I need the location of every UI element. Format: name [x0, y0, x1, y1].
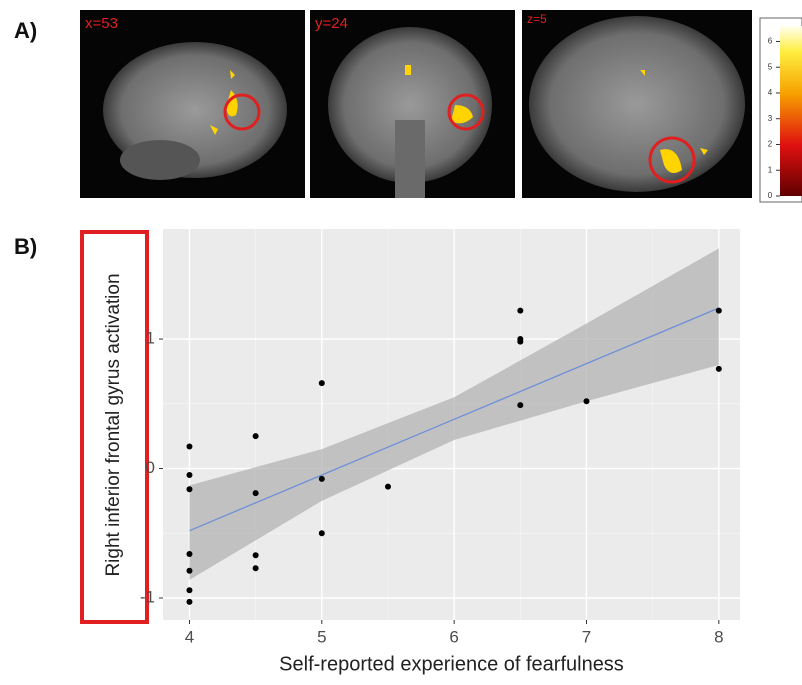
x-tick-label: 8: [714, 627, 723, 646]
image-label: z=5: [527, 12, 547, 26]
point: [318, 530, 325, 537]
point: [583, 398, 590, 405]
image-label: y=24: [315, 15, 348, 32]
point: [715, 365, 722, 372]
fit-line: [189, 307, 720, 532]
highlight: [648, 136, 696, 184]
x-tick-label: 4: [185, 627, 194, 646]
colorbar: [780, 26, 802, 196]
colorbar-tick-label: 2: [768, 140, 773, 149]
point: [186, 550, 193, 557]
activation: [210, 70, 238, 135]
point: [517, 338, 524, 345]
point: [517, 402, 524, 409]
point: [186, 598, 193, 605]
y-axis-label: Right inferior frontal gyrus activation: [103, 273, 124, 576]
point: [252, 433, 259, 440]
point: [318, 380, 325, 387]
y-tick-label: 0: [146, 458, 155, 477]
point: [186, 443, 193, 450]
point: [715, 307, 722, 314]
point: [186, 587, 193, 594]
x-tick-label: 7: [582, 627, 591, 646]
y-tick-label: -1: [140, 587, 155, 606]
x-tick-label: 6: [449, 627, 458, 646]
point: [517, 307, 524, 314]
brain: [529, 16, 745, 192]
point: [252, 490, 259, 497]
point: [186, 567, 193, 574]
y-tick-label: 1: [146, 329, 155, 348]
panel-label: A): [14, 18, 37, 43]
x-axis-label: Self-reported experience of fearfulness: [279, 653, 624, 675]
brainstem: [395, 120, 425, 198]
point: [186, 486, 193, 493]
point: [318, 475, 325, 482]
brain: [328, 27, 492, 183]
point: [384, 483, 391, 490]
panel-label: B): [14, 234, 37, 259]
point: [186, 471, 193, 478]
activation: [405, 65, 473, 124]
colorbar-tick-label: 1: [768, 165, 773, 174]
x-tick-label: 5: [317, 627, 326, 646]
colorbar-tick-label: 0: [768, 191, 773, 200]
cerebellum: [120, 140, 200, 180]
activation: [640, 70, 708, 174]
highlight: [447, 93, 485, 131]
colorbar-tick-label: 4: [768, 88, 773, 97]
point: [252, 565, 259, 572]
colorbar-tick-label: 5: [768, 62, 773, 71]
colorbar-tick-label: 3: [768, 114, 773, 123]
confidence-band: [189, 248, 719, 580]
point: [252, 552, 259, 559]
image-label: x=53: [85, 15, 118, 32]
colorbar-tick-label: 6: [768, 37, 773, 46]
highlight: [223, 93, 261, 131]
highlight-box: [80, 230, 149, 624]
